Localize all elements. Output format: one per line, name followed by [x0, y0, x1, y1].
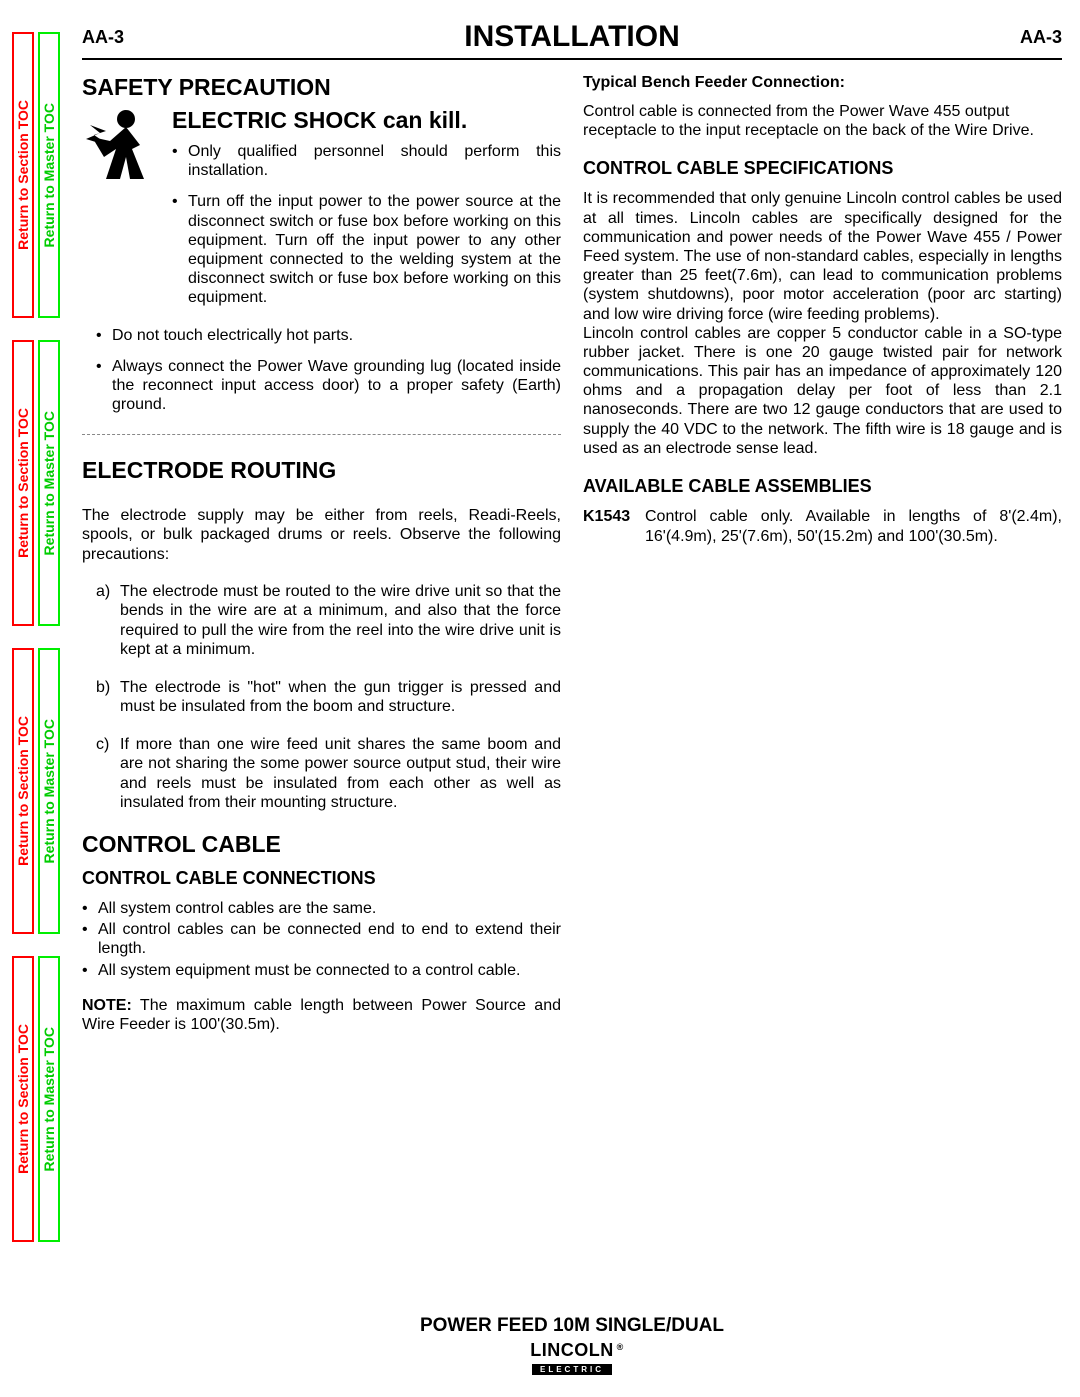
cable-assembly-row: K1543 Control cable only. Available in l… — [583, 507, 1062, 546]
page-title: INSTALLATION — [464, 20, 680, 54]
shock-heading: ELECTRIC SHOCK can kill. — [172, 107, 561, 134]
registered-symbol: ® — [617, 1343, 624, 1352]
logo-electric-text: ELECTRIC — [532, 1364, 612, 1375]
page-code-right: AA-3 — [1020, 27, 1062, 48]
list-item-marker: c) — [96, 735, 109, 755]
part-description: Control cable only. Available in lengths… — [645, 507, 1062, 546]
product-name: POWER FEED 10M SINGLE/DUAL — [82, 1315, 1062, 1337]
shock-bullets-inner: Only qualified personnel should perform … — [172, 142, 561, 308]
page-footer: POWER FEED 10M SINGLE/DUAL LINCOLN® ELEC… — [82, 1315, 1062, 1377]
page-code-left: AA-3 — [82, 27, 124, 48]
ccc-bullet-item: All control cables can be connected end … — [82, 920, 561, 958]
avail-sub-heading: AVAILABLE CABLE ASSEMBLIES — [583, 476, 1062, 497]
lincoln-logo: LINCOLN® ELECTRIC — [530, 1341, 614, 1377]
right-column: Typical Bench Feeder Connection: Control… — [583, 74, 1062, 1046]
ccc-bullets: All system control cables are the same. … — [82, 899, 561, 980]
ccc-sub-heading: CONTROL CABLE CONNECTIONS — [82, 868, 561, 889]
return-section-toc-tab[interactable]: Return to Section TOC — [12, 648, 34, 934]
return-master-toc-tab[interactable]: Return to Master TOC — [38, 340, 60, 626]
spec-text-1: It is recommended that only genuine Linc… — [583, 189, 1062, 323]
electrode-list-item: b) The electrode is "hot" when the gun tr… — [82, 678, 561, 717]
safety-bullets: Do not touch electrically hot parts. Alw… — [82, 326, 561, 415]
return-section-toc-tab[interactable]: Return to Section TOC — [12, 340, 34, 626]
electrode-intro-text: The electrode supply may be either from … — [82, 506, 561, 564]
list-item-marker: b) — [96, 678, 110, 698]
return-master-toc-tab[interactable]: Return to Master TOC — [38, 956, 60, 1242]
section-divider — [82, 434, 561, 435]
logo-brand-text: LINCOLN® — [530, 1341, 614, 1359]
list-item-text: The electrode is "hot" when the gun trig… — [120, 679, 561, 716]
shock-warning-block: ELECTRIC SHOCK can kill. Only qualified … — [82, 107, 561, 320]
bench-sub-heading: Typical Bench Feeder Connection: — [583, 74, 1062, 92]
shock-warning-text: ELECTRIC SHOCK can kill. Only qualified … — [172, 107, 561, 320]
electrode-precautions-list: a) The electrode must be routed to the wi… — [82, 582, 561, 813]
safety-precaution-heading: SAFETY PRECAUTION — [82, 74, 561, 101]
content-columns: SAFETY PRECAUTION ELECTRIC SHOCK can kil… — [82, 74, 1062, 1046]
shock-bullet-item: Turn off the input power to the power so… — [172, 192, 561, 307]
note-label: NOTE: — [82, 997, 132, 1014]
return-section-toc-tab[interactable]: Return to Section TOC — [12, 956, 34, 1242]
ccc-bullet-item: All system control cables are the same. — [82, 899, 561, 918]
safety-bullet-item: Do not touch electrically hot parts. — [82, 326, 561, 345]
shock-bullet-item: Only qualified personnel should perform … — [172, 142, 561, 180]
return-section-toc-tab[interactable]: Return to Section TOC — [12, 32, 34, 318]
control-cable-heading: CONTROL CABLE — [82, 831, 561, 858]
part-code: K1543 — [583, 507, 645, 546]
bench-text: Control cable is connected from the Powe… — [583, 102, 1062, 140]
electrode-list-item: a) The electrode must be routed to the wi… — [82, 582, 561, 660]
note-paragraph: NOTE: The maximum cable length between P… — [82, 996, 561, 1034]
return-master-toc-tab[interactable]: Return to Master TOC — [38, 648, 60, 934]
left-column: SAFETY PRECAUTION ELECTRIC SHOCK can kil… — [82, 74, 561, 1046]
electrode-list-item: c) If more than one wire feed unit shares… — [82, 735, 561, 813]
spec-sub-heading: CONTROL CABLE SPECIFICATIONS — [583, 158, 1062, 179]
spec-text-2: Lincoln control cables are copper 5 cond… — [583, 324, 1062, 458]
list-item-text: The electrode must be routed to the wire… — [120, 583, 561, 659]
page-header: AA-3 INSTALLATION AA-3 — [82, 20, 1062, 60]
ccc-bullet-item: All system equipment must be connected t… — [82, 961, 561, 980]
electric-shock-icon — [82, 107, 162, 202]
return-master-toc-tab[interactable]: Return to Master TOC — [38, 32, 60, 318]
list-item-marker: a) — [96, 582, 110, 602]
note-text: The maximum cable length between Power S… — [82, 997, 561, 1033]
electrode-routing-heading: ELECTRODE ROUTING — [82, 457, 561, 484]
safety-bullet-item: Always connect the Power Wave grounding … — [82, 357, 561, 415]
page-content: AA-3 INSTALLATION AA-3 SAFETY PRECAUTION… — [82, 20, 1062, 1046]
list-item-text: If more than one wire feed unit shares t… — [120, 736, 561, 812]
